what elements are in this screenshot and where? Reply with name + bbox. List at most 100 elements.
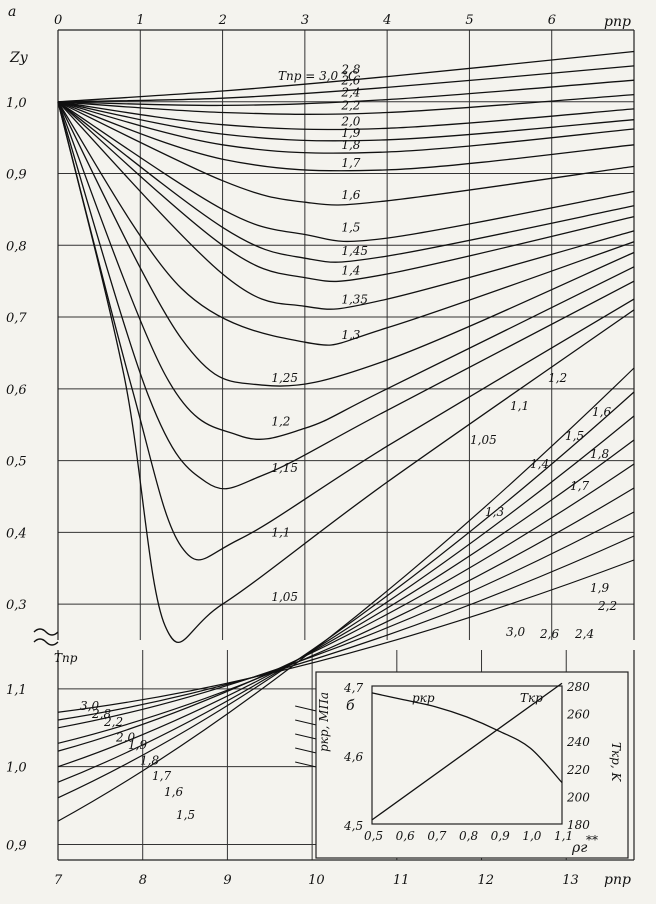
upper-right-label-4: 1,5 [565, 429, 584, 443]
inset-label-tkr: Tкр [520, 691, 543, 705]
series-line-1-9 [57, 101, 635, 142]
series-line-2-8 [57, 50, 635, 103]
inset-frame [315, 671, 629, 859]
series-label-1-35: 1,35 [341, 292, 368, 306]
inset-yR-tick-180: 180 [567, 818, 590, 832]
y-tick-1,0: 1,0 [6, 96, 27, 111]
x-axis-label-top: pпр [604, 14, 631, 30]
x-tick-bottom-10: 10 [308, 873, 325, 888]
series-label-1-1: 1,1 [271, 526, 290, 540]
inset-x-tick-0-6: 0,6 [396, 829, 415, 843]
series-label-1-6: 1,6 [341, 188, 360, 202]
inset-yL-tick-4-5: 4,5 [343, 819, 363, 833]
upper-right-label-8: 1,3 [485, 505, 504, 519]
series-label-2-6: 2,6 [340, 73, 360, 87]
lower-series-label-1-7: 1,7 [152, 769, 171, 783]
y-tick-0,6: 0,6 [6, 383, 27, 398]
y-tick-lower-0,9: 0,9 [6, 838, 27, 853]
series-label-2-2: 2,2 [340, 99, 360, 113]
inset-yR-tick-200: 200 [566, 790, 590, 804]
y-tick-0,8: 0,8 [6, 239, 27, 254]
inset-yL-tick-4-7: 4,7 [343, 681, 363, 695]
inset-x-tick-0-5: 0,5 [364, 829, 383, 843]
series-line-1-35 [57, 101, 635, 310]
series-line-1-1 [57, 101, 635, 561]
inset-yR-tick-220: 220 [566, 763, 590, 777]
upper-right-label-1: 1,1 [510, 399, 529, 413]
series-label-1-05: 1,05 [271, 590, 298, 604]
y-tick-lower-1,0: 1,0 [6, 761, 27, 776]
y-tick-0,3: 0,3 [6, 598, 27, 613]
lower-series-label-1-8: 1,8 [140, 754, 159, 768]
series-label-1-25: 1,25 [271, 371, 298, 385]
x-tick-top-1: 1 [136, 13, 144, 28]
upper-right-label-13: 2,4 [574, 627, 594, 641]
inset-xlabel-sup: ** [586, 833, 598, 847]
y-tick-0,4: 0,4 [6, 526, 27, 541]
panel-letter-b: б [346, 698, 355, 714]
inset-xlabel: ρг [571, 840, 587, 856]
upper-right-label-9: 1,9 [590, 581, 609, 595]
inset-yR-tick-280: 280 [566, 680, 590, 694]
x-tick-bottom-7: 7 [54, 873, 63, 888]
series-line-2-2 [57, 93, 635, 115]
series-label-1-3: 1,3 [341, 328, 360, 342]
x-tick-top-6: 6 [548, 13, 556, 28]
inset-series-tkr [371, 682, 563, 821]
inset-yR-tick-260: 260 [566, 708, 590, 722]
inset-ylabel-left: pкр, МПа [317, 692, 331, 752]
y-tick-lower-1,1: 1,1 [6, 683, 27, 698]
inset-ylabel-right: Tкр, K [609, 742, 623, 782]
inset-label-pkr: pкр [412, 691, 435, 705]
series-line-1-2 [57, 101, 635, 440]
series-line-1-15 [57, 101, 635, 490]
series-line-1-7 [57, 101, 635, 172]
x-tick-top-0: 0 [54, 13, 62, 28]
series-label-1-5: 1,5 [341, 221, 360, 235]
lower-series-label-3-0: 3,0 [80, 699, 99, 713]
upper-right-label-0: 1,2 [548, 371, 567, 385]
break-mark-1 [33, 628, 59, 636]
x-tick-bottom-9: 9 [223, 873, 231, 888]
panel-letter-a: а [8, 4, 16, 20]
lower-series-label-1-5: 1,5 [176, 808, 195, 822]
upper-right-label-7: 1,7 [570, 479, 589, 493]
series-line-2-0 [57, 101, 635, 131]
x-tick-top-2: 2 [218, 13, 227, 28]
lower-series-line-2-8 [57, 535, 635, 721]
series-label-1-15: 1,15 [271, 461, 298, 475]
upper-right-label-5: 1,8 [590, 447, 609, 461]
lower-series-line-1-9 [57, 463, 635, 752]
series-label-1-7: 1,7 [341, 156, 360, 170]
series-line-1-45 [57, 101, 635, 263]
series-header: Tпр = 3,0 °C [278, 69, 357, 83]
series-label-2-8: 2,8 [340, 63, 360, 77]
x-tick-top-5: 5 [465, 13, 473, 28]
upper-right-label-12: 2,6 [539, 627, 559, 641]
upper-right-label-2: 1,05 [470, 433, 497, 447]
x-tick-top-3: 3 [301, 13, 309, 28]
inset-x-tick-0-8: 0,8 [459, 829, 478, 843]
series-line-2-4 [57, 79, 635, 107]
upper-chart: 0 1 2 3 4 5 6 1,0 0,9 0,8 0,7 0,6 0,5 0,4 0,3 pпр Zy Tпр … [6, 13, 635, 643]
lower-series-line-2-2 [57, 511, 635, 729]
y-tick-0,5: 0,5 [6, 455, 27, 470]
lower-series-label-1-6: 1,6 [164, 785, 183, 799]
series-line-1-5 [57, 101, 635, 243]
upper-right-label-11: 3,0 [506, 625, 525, 639]
x-tick-top-4: 4 [382, 13, 391, 28]
lower-series-label-2-0: 2,0 [115, 730, 135, 744]
series-label-1-8: 1,8 [341, 138, 360, 152]
inset-chart: 0,5 0,6 0,7 0,8 0,9 1,0 1,1 4,7 4,6 4,5 280 260 240 2… [315, 671, 629, 859]
x-tick-bottom-12: 12 [478, 873, 495, 888]
x-tick-bottom-13: 13 [562, 873, 579, 888]
lower-series-label-1-9: 1,9 [128, 738, 147, 752]
series-label-1-9: 1,9 [341, 126, 360, 140]
inset-x-tick-0-9: 0,9 [491, 829, 510, 843]
inset-x-tick-0-7: 0,7 [427, 829, 446, 843]
series-line-1-3 [57, 101, 635, 346]
lower-series-line-1-8 [57, 439, 635, 768]
series-label-1-2: 1,2 [271, 414, 290, 428]
x-axis-label-bottom: pпр [604, 872, 631, 888]
